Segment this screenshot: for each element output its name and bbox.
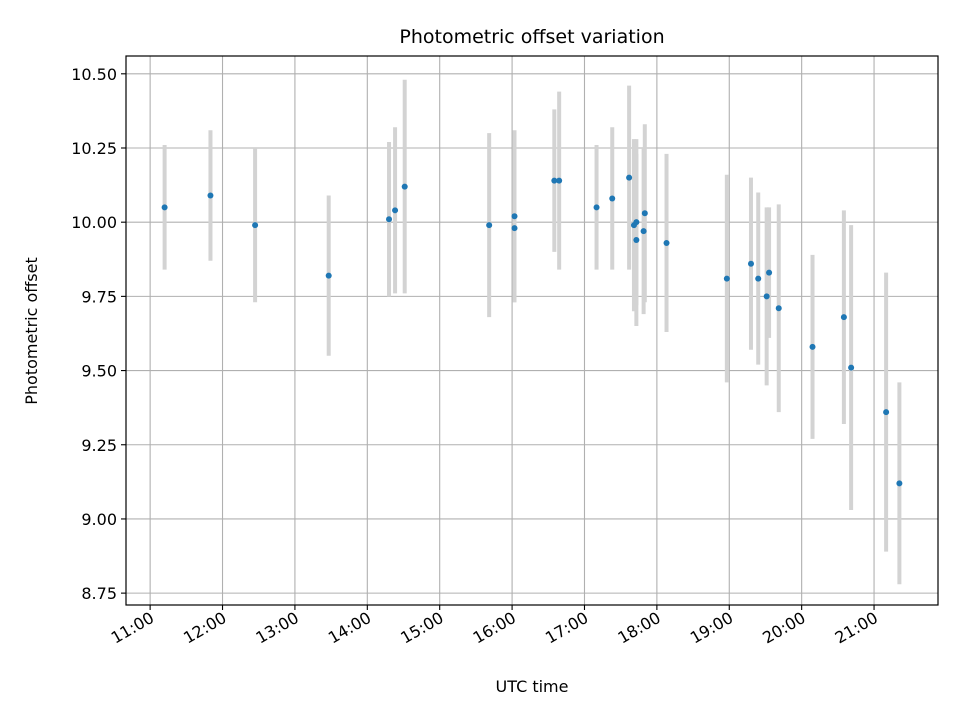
data-point: [775, 305, 782, 312]
data-point: [626, 174, 633, 181]
y-tick-label: 10.50: [71, 65, 117, 84]
data-point: [633, 219, 640, 226]
y-axis-ticks: 8.75 9.00 9.25 9.50 9.75 10.00 10.25 10.50: [71, 65, 126, 603]
data-point: [755, 275, 762, 282]
data-point: [161, 204, 168, 211]
y-tick-label: 10.00: [71, 213, 117, 232]
data-point: [633, 236, 640, 243]
data-point: [486, 222, 493, 229]
y-tick-label: 10.25: [71, 139, 117, 158]
y-tick-label: 9.25: [81, 436, 117, 455]
data-point: [392, 207, 399, 214]
data-point: [840, 314, 847, 321]
y-tick-label: 9.00: [81, 510, 117, 529]
grid: [126, 56, 938, 605]
data-point: [883, 409, 890, 416]
data-point: [511, 225, 518, 232]
data-point: [593, 204, 600, 211]
data-point: [641, 210, 648, 217]
data-point: [663, 239, 670, 246]
chart-title: Photometric offset variation: [399, 26, 664, 48]
data-point: [325, 272, 332, 279]
y-tick-label: 9.50: [81, 362, 117, 381]
y-axis-label: Photometric offset: [22, 257, 41, 405]
data-point: [252, 222, 259, 229]
data-point: [207, 192, 214, 199]
data-point: [640, 228, 647, 235]
x-axis-label: UTC time: [496, 677, 569, 696]
data-point: [551, 177, 558, 184]
data-point: [386, 216, 393, 223]
plot-frame: [125, 55, 939, 606]
data-point: [896, 480, 903, 487]
data-point: [609, 195, 616, 202]
y-tick-label: 9.75: [81, 287, 117, 306]
data-point: [763, 293, 770, 300]
data-point: [401, 183, 408, 190]
y-tick-label: 8.75: [81, 584, 117, 603]
data-point: [848, 364, 855, 371]
data-point: [556, 177, 563, 184]
data-point: [766, 269, 773, 276]
data-points: [161, 174, 903, 487]
data-point: [747, 260, 754, 267]
data-point: [809, 343, 816, 350]
data-point: [723, 275, 730, 282]
data-point: [511, 213, 518, 220]
